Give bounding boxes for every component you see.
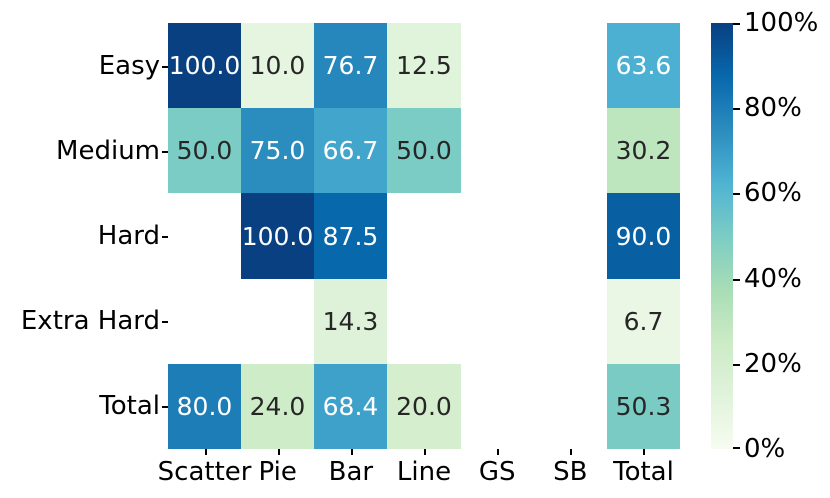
- cell-value: 66.7: [322, 136, 379, 165]
- x-tick-label-gs: GS: [478, 457, 516, 487]
- heatmap-cell: 10.0: [241, 23, 314, 108]
- y-tick-label-medium: Medium: [56, 135, 160, 166]
- cell-value: 63.6: [615, 51, 672, 80]
- cell-value: 10.0: [249, 51, 306, 80]
- x-tick-mark: [497, 449, 499, 455]
- cell-value: 50.3: [615, 392, 672, 421]
- cell-value: 87.5: [322, 221, 379, 251]
- x-tick-label-total: Total: [613, 457, 674, 487]
- heatmap-cell: 80.0: [168, 364, 241, 449]
- x-tick-label-bar: Bar: [328, 457, 374, 487]
- heatmap-cell: 63.6: [607, 23, 680, 108]
- cell-value: 100.0: [168, 51, 241, 80]
- cell-value: 50.0: [396, 136, 452, 165]
- x-tick-mark: [278, 449, 280, 455]
- cell-value: 14.3: [322, 307, 379, 336]
- cell-value: 90.0: [615, 221, 672, 251]
- cell-value: 12.5: [396, 51, 452, 80]
- x-tick-label-pie: Pie: [258, 457, 297, 487]
- x-tick-mark: [205, 449, 207, 455]
- heatmap-cell: 30.2: [607, 108, 680, 193]
- colorbar-tick-label-20: 20%: [744, 348, 802, 379]
- cell-value: 6.7: [623, 307, 664, 336]
- colorbar-tick-mark: [733, 23, 740, 25]
- heatmap-cell: 50.0: [387, 108, 461, 193]
- y-tick-mark: [162, 406, 168, 408]
- cell-value: 50.0: [176, 136, 233, 165]
- heatmap-cell: 75.0: [241, 108, 314, 193]
- y-tick-label-extra-hard: Extra Hard: [20, 306, 160, 337]
- heatmap-cell: 100.0: [241, 193, 314, 279]
- x-tick-label-scatter: Scatter: [157, 457, 252, 487]
- x-tick-mark: [643, 449, 645, 455]
- x-tick-label-sb: SB: [553, 457, 588, 487]
- y-tick-mark: [162, 151, 168, 153]
- colorbar-tick-label-40: 40%: [744, 263, 802, 294]
- x-tick-mark: [424, 449, 426, 455]
- heatmap-cell: 12.5: [387, 23, 461, 108]
- heatmap-cell: 76.7: [314, 23, 387, 108]
- heatmap-cell: 24.0: [241, 364, 314, 449]
- cell-value: 68.4: [322, 392, 379, 421]
- colorbar-tick-label-0: 0%: [744, 434, 786, 464]
- colorbar-tick-mark: [733, 279, 740, 281]
- x-tick-mark: [570, 449, 572, 455]
- colorbar-tick-mark: [733, 364, 740, 366]
- heatmap-cell: 90.0: [607, 193, 680, 279]
- y-tick-label-hard: Hard: [97, 221, 160, 251]
- heatmap-cell: 20.0: [387, 364, 461, 449]
- cell-value: 76.7: [322, 51, 379, 80]
- heatmap-cell: 66.7: [314, 108, 387, 193]
- colorbar-tick-mark: [733, 108, 740, 110]
- heatmap-cell: 87.5: [314, 193, 387, 279]
- cell-value: 75.0: [249, 136, 306, 165]
- y-tick-mark: [162, 66, 168, 68]
- colorbar-tick-label-100: 100%: [744, 8, 819, 38]
- colorbar-tick-mark: [733, 447, 740, 449]
- x-tick-mark: [351, 449, 353, 455]
- heatmap-cell: 6.7: [607, 279, 680, 364]
- cell-value: 20.0: [396, 392, 452, 421]
- x-tick-label-line: Line: [396, 457, 452, 487]
- cell-value: 30.2: [615, 136, 672, 165]
- heatmap-cell: 50.0: [168, 108, 241, 193]
- cell-value: 100.0: [241, 221, 314, 251]
- cell-value: 80.0: [176, 392, 233, 421]
- colorbar-tick-label-60: 60%: [744, 178, 802, 209]
- heatmap-cell: 50.3: [607, 364, 680, 449]
- colorbar: [711, 23, 733, 449]
- heatmap-cell: 14.3: [314, 279, 387, 364]
- colorbar-tick-label-80: 80%: [744, 93, 802, 124]
- heatmap-cell: 68.4: [314, 364, 387, 449]
- y-tick-label-total: Total: [99, 391, 160, 422]
- cell-value: 24.0: [249, 392, 306, 421]
- heatmap-cell: 100.0: [168, 23, 241, 108]
- y-tick-label-easy: Easy: [98, 50, 160, 81]
- y-tick-mark: [162, 321, 168, 323]
- colorbar-tick-mark: [733, 193, 740, 195]
- y-tick-mark: [162, 236, 168, 238]
